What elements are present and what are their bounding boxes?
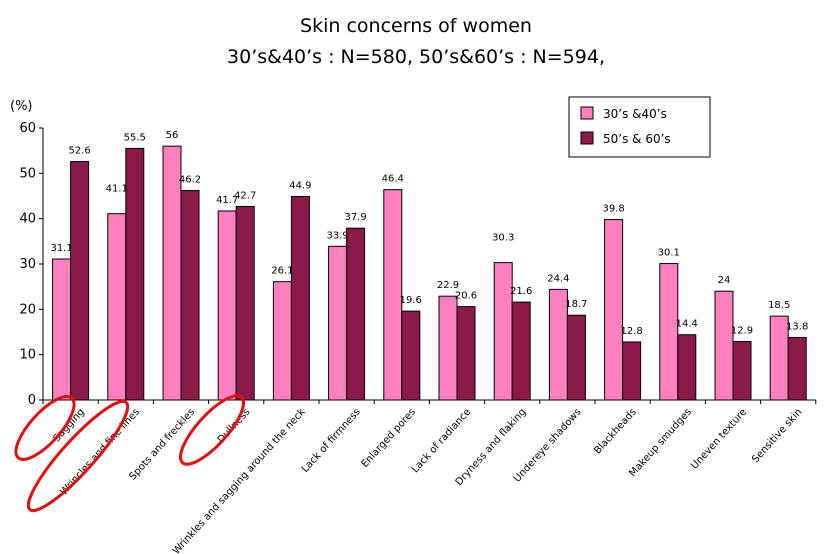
data-label: 24 [718,275,731,286]
bar-s2-14 [787,336,807,401]
data-label: 46.4 [382,174,404,185]
bar-s1-2 [107,213,127,401]
data-label: 41.7 [216,195,238,206]
data-label: 19.6 [400,295,422,306]
data-label: 37.9 [344,212,366,223]
bar-s1-13 [714,290,734,401]
legend [568,96,711,158]
y-tick-label: 60 [19,121,36,136]
y-axis-label: (%) [10,99,33,114]
bar-s2-12 [677,334,697,401]
bar-s2-8 [456,306,476,401]
chart-subtitle: 30’s&40’s : N=580, 50’s&60’s : N=594, [227,46,605,68]
category-label: Sensitive skin [750,407,804,466]
bar-s1-4 [217,210,237,401]
bar-s2-9 [511,301,531,401]
data-label: 42.7 [234,190,256,201]
data-label: 13.8 [786,321,808,332]
bar-s2-1 [70,161,90,401]
category-label: Enlarged pores [360,407,419,470]
bar-s1-7 [383,189,403,401]
bar-s1-11 [604,219,624,401]
legend-swatch-s2 [580,131,594,145]
category-label: Lack of firmness [300,407,363,475]
data-label: 18.7 [565,299,587,310]
bar-s2-3 [180,190,200,401]
highlight-ellipse [14,395,76,461]
data-label: 39.8 [602,204,624,215]
data-label: 24.4 [547,273,569,284]
legend-label-s1: 30’s &40’s [603,107,667,121]
data-label: 30.1 [658,248,680,259]
chart-title: Skin concerns of women [300,15,532,37]
data-label: 22.9 [437,280,459,291]
bar-s2-10 [566,314,586,401]
y-tick-label: 0 [28,393,36,408]
data-label: 21.6 [510,286,532,297]
data-label: 52.6 [68,146,90,157]
data-label: 41.1 [106,184,128,195]
data-label: 33.9 [326,230,348,241]
data-label: 31.1 [50,243,72,254]
data-label: 12.9 [731,326,753,337]
bar-s2-7 [401,310,421,401]
bar-s2-6 [346,227,366,401]
bar-s2-2 [125,147,145,401]
y-tick-label: 30 [19,257,36,272]
data-label: 20.6 [455,291,477,302]
category-label: Uneven texture [689,407,749,472]
bar-s1-9 [493,262,513,401]
y-tick-label: 10 [19,348,36,363]
data-label: 26.1 [271,266,293,277]
data-label: 55.5 [124,132,146,143]
data-label: 46.2 [179,175,201,186]
category-label: Lack of radiance [410,407,473,476]
bar-s1-1 [52,258,72,401]
data-label: 12.8 [620,326,642,337]
data-label: 30.3 [492,233,514,244]
bar-s2-13 [732,341,752,401]
data-label: 44.9 [289,180,311,191]
data-label: 18.5 [768,300,790,311]
bar-s2-5 [290,195,310,401]
bar-s1-8 [438,295,458,401]
bar-s1-5 [272,281,292,401]
category-label: Makeup smudges [627,407,694,479]
highlight-ellipse [26,399,130,513]
legend-label-s2: 50’s & 60’s [603,132,671,146]
y-tick-label: 50 [19,166,36,181]
category-label: Wrinkles and sagging around the neck [171,406,308,554]
data-label: 56 [166,130,179,141]
bar-s1-12 [659,263,679,401]
legend-swatch-s1 [580,106,594,120]
bar-s1-6 [328,245,348,401]
y-tick-label: 20 [19,302,36,317]
y-tick-label: 40 [19,212,36,227]
category-label: Blackheads [592,407,638,457]
data-label: 14.4 [676,319,698,330]
highlight-ellipse [179,394,245,466]
bar-s2-11 [622,341,642,401]
bar-s2-4 [235,205,255,401]
